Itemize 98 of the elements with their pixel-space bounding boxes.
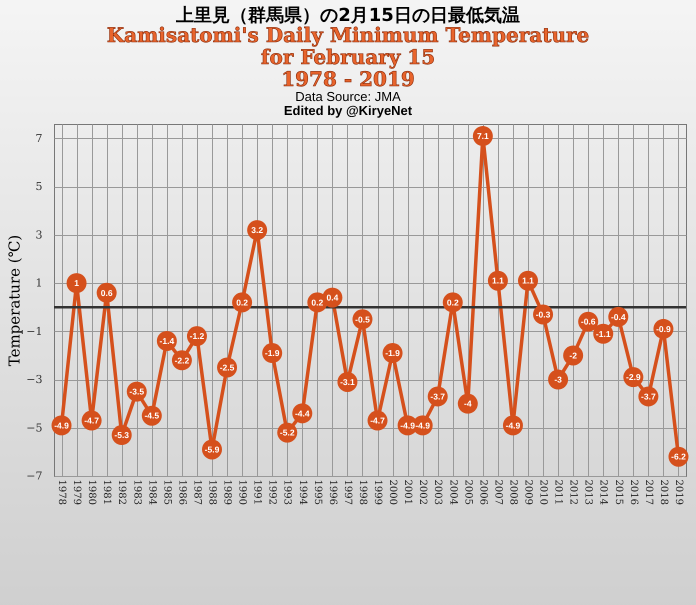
- x-tick-label: 1999: [372, 480, 384, 506]
- x-tick-label: 2011: [552, 480, 564, 506]
- x-tick-label: 2008: [507, 480, 518, 506]
- y-axis-title: Temperature (℃): [5, 235, 24, 367]
- data-label: -3.7: [430, 392, 446, 402]
- data-label: 0.6: [100, 288, 113, 298]
- chart-title: 上里見（群馬県）の2月15日の日最低気温: [175, 5, 521, 26]
- data-label: -0.5: [355, 314, 370, 325]
- x-tick-label: 2013: [582, 480, 594, 506]
- data-label: -2.2: [174, 356, 190, 366]
- x-tick-label: 2016: [628, 480, 639, 506]
- data-label: -4.9: [506, 420, 521, 431]
- y-tick-label: −1: [26, 325, 42, 338]
- data-label: -1.4: [160, 336, 174, 346]
- data-label: -2.9: [626, 372, 641, 382]
- y-tick-label: 3: [36, 228, 42, 242]
- data-label: -4.5: [144, 411, 160, 422]
- x-tick-label: 2009: [522, 480, 534, 506]
- x-tick-label: 2001: [402, 480, 414, 506]
- data-label: -4: [464, 398, 472, 409]
- data-label: 3.2: [251, 225, 264, 236]
- x-tick-label: 1991: [252, 480, 263, 506]
- x-tick-label: 1979: [71, 480, 82, 506]
- data-label: 7.1: [476, 131, 490, 142]
- x-tick-label: 2007: [492, 480, 504, 506]
- data-label: -1.2: [190, 331, 205, 342]
- data-label: 0.2: [311, 298, 324, 308]
- x-tick-label: 2017: [642, 480, 654, 506]
- data-label: 1: [74, 278, 80, 288]
- x-tick-label: 2006: [477, 480, 488, 506]
- data-label: -1.9: [385, 348, 400, 358]
- x-tick-label: 1987: [191, 480, 202, 506]
- x-tick-label: 2012: [568, 480, 579, 506]
- x-tick-label: 2010: [538, 480, 549, 506]
- x-tick-label: 1988: [206, 480, 218, 506]
- y-tick-label: −3: [26, 373, 42, 386]
- source-note: Data Source: JMA: [294, 89, 402, 104]
- data-label: -3.7: [641, 392, 656, 402]
- x-tick-label: 1981: [101, 480, 112, 506]
- x-tick-label: 2000: [387, 480, 398, 506]
- data-label: 0.2: [446, 298, 459, 308]
- data-label: -4.9: [415, 420, 430, 431]
- data-label: -6.2: [671, 452, 686, 462]
- x-tick-label: 1980: [86, 480, 98, 506]
- x-tick-label: 2018: [658, 480, 669, 506]
- x-tick-label: 1995: [312, 480, 323, 506]
- x-tick-label: 1978: [56, 480, 68, 506]
- data-label: -0.6: [580, 316, 596, 327]
- data-label: -4.9: [400, 420, 416, 431]
- y-tick-label: 1: [36, 276, 42, 290]
- x-tick-label: 2019: [672, 480, 684, 506]
- x-tick-label: 2015: [612, 480, 624, 506]
- x-tick-label: 1994: [296, 480, 308, 506]
- x-tick-label: 1992: [266, 480, 278, 506]
- x-tick-label: 2004: [447, 480, 458, 506]
- data-label: -4.7: [370, 416, 386, 426]
- data-label: -4.4: [294, 408, 310, 419]
- data-label: 0.4: [326, 292, 339, 303]
- y-tick-label: −5: [26, 422, 42, 435]
- x-tick-label: 2003: [432, 480, 444, 506]
- y-tick-label: −7: [26, 470, 42, 483]
- x-tick-label: 2014: [598, 480, 609, 506]
- y-tick-label: 5: [36, 180, 42, 194]
- x-tick-label: 1985: [161, 480, 172, 506]
- x-tick-label: 1998: [356, 480, 368, 506]
- text: Edited by @KiryeNet: [282, 103, 414, 118]
- data-label: -2: [569, 350, 578, 361]
- data-label: 1.1: [522, 276, 534, 286]
- x-tick-label: 1989: [222, 480, 233, 506]
- x-tick-label: 1986: [176, 480, 188, 506]
- data-label: -4.9: [54, 420, 70, 431]
- point: [66, 273, 87, 294]
- data-label: -3.1: [340, 377, 356, 388]
- data-label: -1.1: [596, 329, 611, 340]
- y-tick-label: 7: [36, 132, 42, 146]
- data-label: 0.2: [236, 298, 248, 308]
- data-label: -3.5: [129, 386, 144, 397]
- x-tick-label: 2005: [462, 480, 474, 506]
- data-label: -0.3: [536, 310, 551, 320]
- x-tick-label: 1983: [131, 480, 142, 506]
- data-label: -5.2: [280, 428, 295, 438]
- data-label: -4.7: [84, 416, 100, 426]
- data-label: -5.9: [204, 444, 220, 455]
- chart-subtitle: Kamisatomi's Daily Minimum Temperature for February 15 1978 - 2019: [106, 23, 590, 91]
- data-label: -0.4: [610, 312, 626, 322]
- data-label: -3: [554, 374, 562, 385]
- data-label: -0.9: [656, 324, 672, 334]
- data-label: 1.1: [492, 276, 504, 286]
- x-tick-label: 1997: [342, 480, 353, 506]
- data-label: -2.5: [220, 362, 235, 373]
- x-tick-label: 1984: [146, 480, 158, 506]
- data-label: -1.9: [264, 348, 280, 358]
- data-label: -5.3: [114, 430, 130, 440]
- x-tick-label: 2002: [417, 480, 428, 506]
- x-tick-label: 1993: [282, 480, 293, 506]
- x-tick-label: 1990: [236, 480, 248, 506]
- x-tick-label: 1982: [116, 480, 128, 506]
- x-tick-label: 1996: [326, 480, 338, 506]
